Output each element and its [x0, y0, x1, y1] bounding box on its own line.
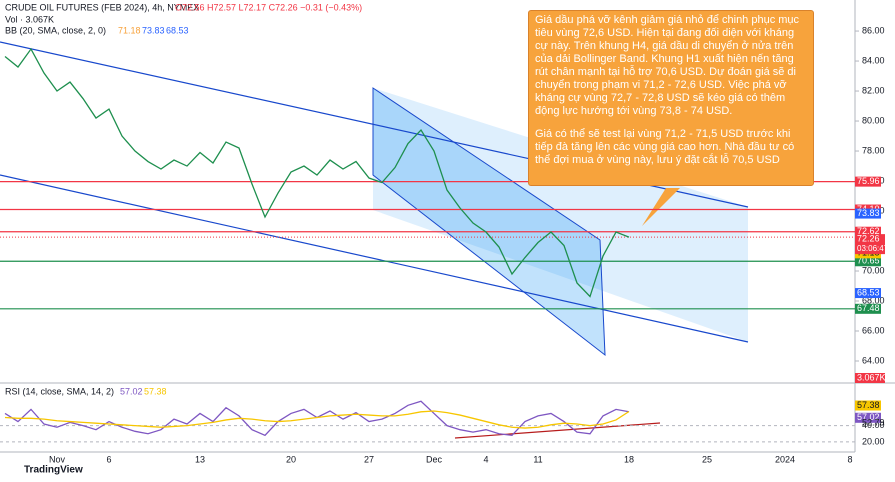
countdown: 03:06:47 [857, 244, 889, 253]
x-tick-label: 2024 [775, 454, 795, 464]
volume-label: 3.067K [857, 372, 886, 382]
price-tag [855, 303, 881, 314]
indicator-value: 68.53 [166, 25, 189, 35]
annotation-text: Giá có thể sẽ test lại vùng 71,2 - 71,5 … [535, 128, 795, 166]
y-tick-label: 66.00 [862, 325, 885, 335]
indicator-value: 71.18 [118, 25, 141, 35]
y-tick-label: 78.00 [862, 145, 885, 155]
y-tick-label: 64.00 [862, 355, 885, 365]
y-tick-label: 82.00 [862, 85, 885, 95]
x-tick-label: 20 [286, 454, 296, 464]
annotation: Giá dầu phá vỡ kênh giảm giá nhỏ để chin… [528, 10, 814, 186]
price-tag [855, 288, 881, 299]
note-pointer [642, 188, 680, 226]
volume-tag [855, 373, 885, 383]
y-tick-label: 80.00 [862, 115, 885, 125]
series-line [4, 410, 630, 429]
x-tick-label: 13 [195, 454, 205, 464]
rsi-header-value: 57.02 [120, 386, 143, 396]
x-tick-label: 11 [533, 454, 542, 464]
symbol-title: CRUDE OIL FUTURES (FEB 2024), 4h, NYMEX [5, 2, 199, 12]
rsi-header-value: 57.38 [144, 386, 167, 396]
price-tag-label: 72.62 [857, 226, 880, 236]
y-tick-label: 70.00 [862, 265, 885, 275]
x-tick-label: Nov [49, 454, 66, 464]
x-tick-label: 6 [106, 454, 111, 464]
last-price-tag [855, 234, 885, 255]
channel-lower [0, 174, 749, 343]
y-tick-label: 84.00 [862, 55, 885, 65]
price-tag [855, 176, 881, 187]
price-tag-label: 67.48 [857, 303, 880, 313]
y-tick-label: 86.00 [862, 25, 885, 35]
rsi-tag [855, 400, 881, 411]
rsi-extra-label: 52.79 [862, 418, 885, 428]
price-tag-label: 73.83 [857, 208, 880, 218]
price-tag-label: 70.65 [857, 256, 880, 266]
volume-text: Vol · 3.067K [5, 14, 54, 24]
annotation-text: Giá dầu phá vỡ kênh giảm giá nhỏ để chin… [535, 14, 800, 117]
y-tick-label: 20.00 [862, 436, 885, 446]
series-line [4, 47, 630, 298]
price-tag [855, 256, 881, 267]
price-tag-label: 75.96 [857, 176, 880, 186]
y-tick-label: 68.00 [862, 295, 885, 305]
last-price-label: 72.26 [857, 233, 880, 243]
price-tag [855, 226, 881, 237]
rsi-tag-label: 57.38 [857, 400, 880, 410]
x-tick-label: 4 [483, 454, 488, 464]
x-tick-label: 27 [364, 454, 374, 464]
x-tick-label: Dec [426, 454, 443, 464]
x-tick-label: 8 [847, 454, 852, 464]
channel-shade [373, 88, 748, 342]
brand: TradingView [24, 465, 83, 476]
y-tick-label: 40.00 [862, 420, 885, 430]
price-tag [855, 208, 881, 219]
ohlc: O72.56 H72.57 L72.17 C72.26 −0.31 (−0.43… [175, 2, 362, 12]
steep-channel [372, 87, 606, 357]
indicator-value: 73.83 [142, 25, 165, 35]
x-tick-label: 18 [624, 454, 634, 464]
price-tag-label: 68.53 [857, 287, 880, 297]
x-tick-label: 25 [702, 454, 712, 464]
indicator-text: BB (20, SMA, close, 2, 0) [5, 25, 106, 35]
rsi-title: RSI (14, close, SMA, 14, 2) [5, 386, 114, 396]
rsi-tag [855, 412, 881, 423]
rsi-tag-label: 57.02 [857, 412, 880, 422]
